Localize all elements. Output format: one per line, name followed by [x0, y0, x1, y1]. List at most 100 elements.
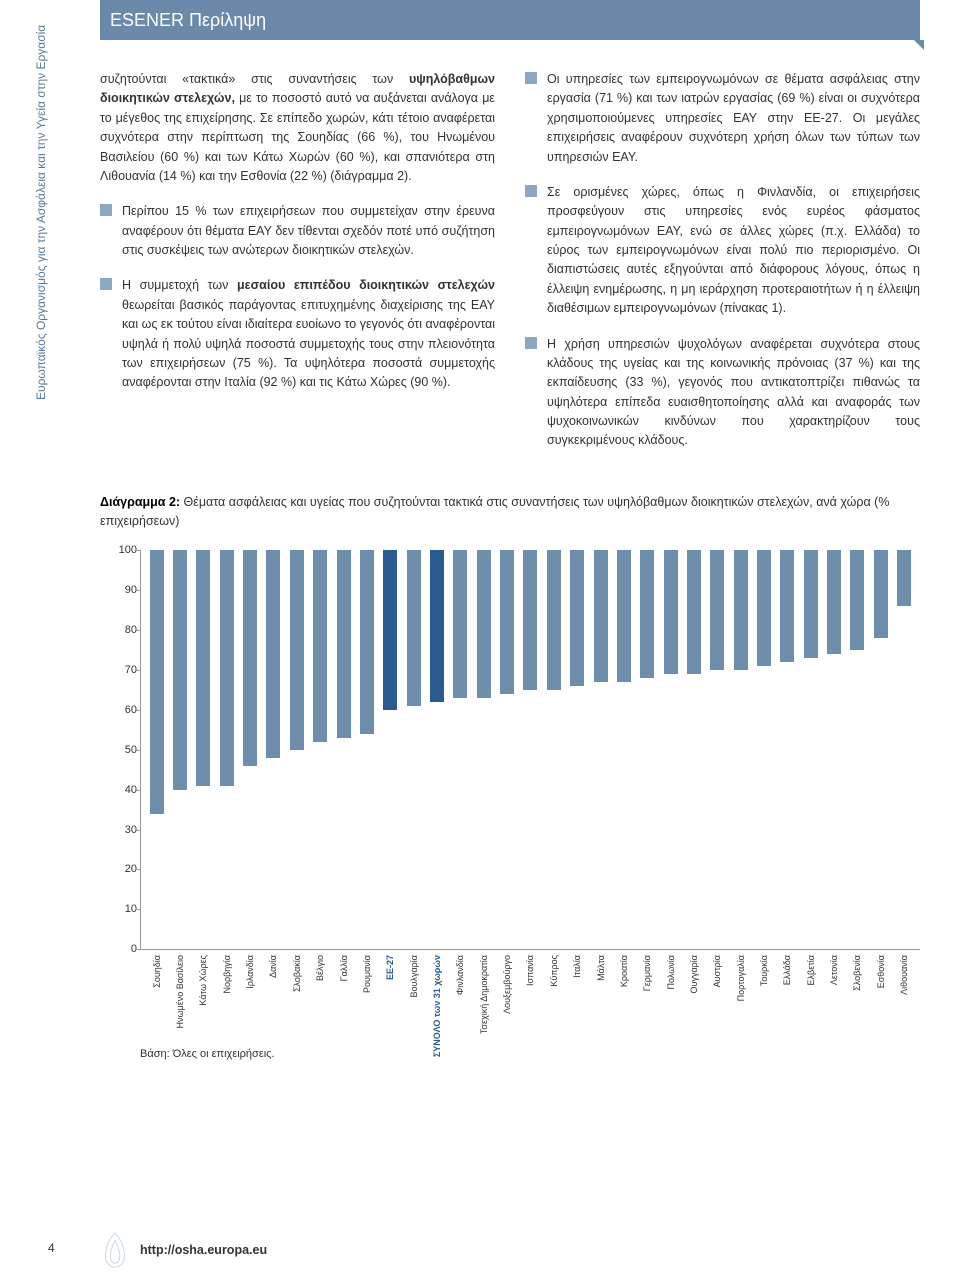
chart-bar [874, 550, 888, 638]
para-left-1: συζητούνται «τακτικά» στις συναντήσεις τ… [100, 70, 495, 186]
footer-logo-icon [100, 1231, 130, 1269]
y-axis-tick-mark [137, 710, 141, 711]
page-number: 4 [48, 1241, 55, 1255]
chart-bar [734, 550, 748, 670]
chart-bar [500, 550, 514, 694]
y-axis-tick: 60 [107, 704, 137, 716]
y-axis-tick-mark [137, 590, 141, 591]
para-right-1-text: Οι υπηρεσίες των εμπειρογνωμόνων σε θέμα… [547, 72, 920, 164]
chart-bar [523, 550, 537, 690]
chart-bar [827, 550, 841, 654]
x-axis-label: Γαλλία [339, 955, 349, 981]
bar-slot: Κροατία [612, 550, 635, 949]
chart-bar [360, 550, 374, 734]
bullet-square-icon [525, 337, 537, 349]
chart-bar [266, 550, 280, 757]
sidebar-vertical-label: Ευρωπαϊκός Οργανισμός για την Ασφάλεια κ… [34, 25, 48, 400]
y-axis-tick: 30 [107, 824, 137, 836]
para-right-2: Σε ορισμένες χώρες, όπως η Φινλανδία, οι… [525, 183, 920, 319]
chart-bar [897, 550, 911, 606]
bar-slot: Φινλανδία [449, 550, 472, 949]
chart-bar [594, 550, 608, 682]
bar-slot: Μάλτα [589, 550, 612, 949]
x-axis-label: Λιθουανία [899, 955, 909, 995]
bar-slot: Εσθονία [869, 550, 892, 949]
para-right-3-text: Η χρήση υπηρεσιών ψυχολόγων αναφέρεται σ… [547, 337, 920, 448]
bullet-square-icon [525, 72, 537, 84]
bar-slot: Λιθουανία [893, 550, 916, 949]
chart-bar [407, 550, 421, 706]
chart-plot-area: ΣουηδίαΗνωμένο ΒασίλειοΚάτω ΧώρεςΝορβηγί… [140, 550, 920, 950]
footer: http://osha.europa.eu [100, 1232, 267, 1267]
x-axis-label: Σουηδία [152, 955, 162, 988]
x-axis-label: Αυστρία [712, 955, 722, 987]
x-axis-label: Μάλτα [596, 955, 606, 981]
bar-slot: Νορβηγία [215, 550, 238, 949]
para-right-1: Οι υπηρεσίες των εμπειρογνωμόνων σε θέμα… [525, 70, 920, 167]
bar-slot: Αυστρία [706, 550, 729, 949]
chart-bar [150, 550, 164, 813]
x-axis-label: Ιταλία [572, 955, 582, 978]
bar-slot: Βουλγαρία [402, 550, 425, 949]
bar-slot: Ισπανία [519, 550, 542, 949]
chart-bar [477, 550, 491, 698]
text-columns: συζητούνται «τακτικά» στις συναντήσεις τ… [100, 70, 920, 467]
para-left-2-text: Περίπου 15 % των επιχειρήσεων που συμμετ… [122, 204, 495, 257]
x-axis-label: Κύπρος [549, 955, 559, 987]
x-axis-label: Ελβετία [806, 955, 816, 985]
bar-slot: ΕΕ-27 [379, 550, 402, 949]
bullet-square-icon [100, 278, 112, 290]
para-left-3: Η συμμετοχή των μεσαίου επιπέδου διοικητ… [100, 276, 495, 392]
y-axis-tick: 0 [107, 943, 137, 955]
chart-bar [780, 550, 794, 662]
header-corner-decoration [914, 40, 924, 50]
header-title-text: ESENER Περίληψη [110, 10, 266, 31]
y-axis-tick: 40 [107, 784, 137, 796]
bar-slot: Πορτογαλία [729, 550, 752, 949]
x-axis-label: Ηνωμένο Βασίλειο [175, 955, 185, 1029]
bar-slot: Γαλλία [332, 550, 355, 949]
bar-slot: Δανία [262, 550, 285, 949]
bar-slot: ΣΥΝΟΛΟ των 31 χωρών [425, 550, 448, 949]
chart-base-note: Βάση: Όλες οι επιχειρήσεις. [140, 1048, 275, 1060]
chart-bar [804, 550, 818, 658]
y-axis-tick: 70 [107, 664, 137, 676]
x-axis-label: Φινλανδία [455, 955, 465, 995]
chart-bar [290, 550, 304, 750]
y-axis-tick: 80 [107, 624, 137, 636]
y-axis-tick: 20 [107, 863, 137, 875]
x-axis-label: Λουξεμβούργο [502, 955, 512, 1014]
x-axis-label: Σλοβακία [292, 955, 302, 992]
left-column: συζητούνται «τακτικά» στις συναντήσεις τ… [100, 70, 495, 467]
chart-bar [850, 550, 864, 650]
bar-slot: Ιρλανδία [238, 550, 261, 949]
page-content: συζητούνται «τακτικά» στις συναντήσεις τ… [100, 70, 920, 1070]
chart-bar [383, 550, 397, 710]
chart-bar [453, 550, 467, 698]
bar-slot: Ελλάδα [776, 550, 799, 949]
x-axis-label: Ιρλανδία [245, 955, 255, 989]
chart-bar [220, 550, 234, 785]
bar-slot: Γερμανία [636, 550, 659, 949]
y-axis-tick-mark [137, 909, 141, 910]
bar-slot: Ουγγαρία [682, 550, 705, 949]
x-axis-label: Δανία [268, 955, 278, 978]
bar-slot: Βέλγιο [309, 550, 332, 949]
bullet-square-icon [525, 185, 537, 197]
y-axis-tick-mark [137, 550, 141, 551]
chart-bar [687, 550, 701, 674]
bar-slot: Λετονία [822, 550, 845, 949]
chart-bar [570, 550, 584, 686]
x-axis-label: Εσθονία [876, 955, 886, 988]
x-axis-label: Τσεχική Δημοκρατία [479, 955, 489, 1034]
x-axis-label: Ελλάδα [782, 955, 792, 985]
y-axis-tick-mark [137, 869, 141, 870]
x-axis-label: Ρουμανία [362, 955, 372, 993]
chart-bar [640, 550, 654, 678]
bar-slot: Ελβετία [799, 550, 822, 949]
chart-bar [313, 550, 327, 742]
y-axis-tick: 90 [107, 584, 137, 596]
x-axis-label: ΣΥΝΟΛΟ των 31 χωρών [432, 955, 442, 1057]
x-axis-label: Τουρκία [759, 955, 769, 986]
x-axis-label: Λετονία [829, 955, 839, 985]
